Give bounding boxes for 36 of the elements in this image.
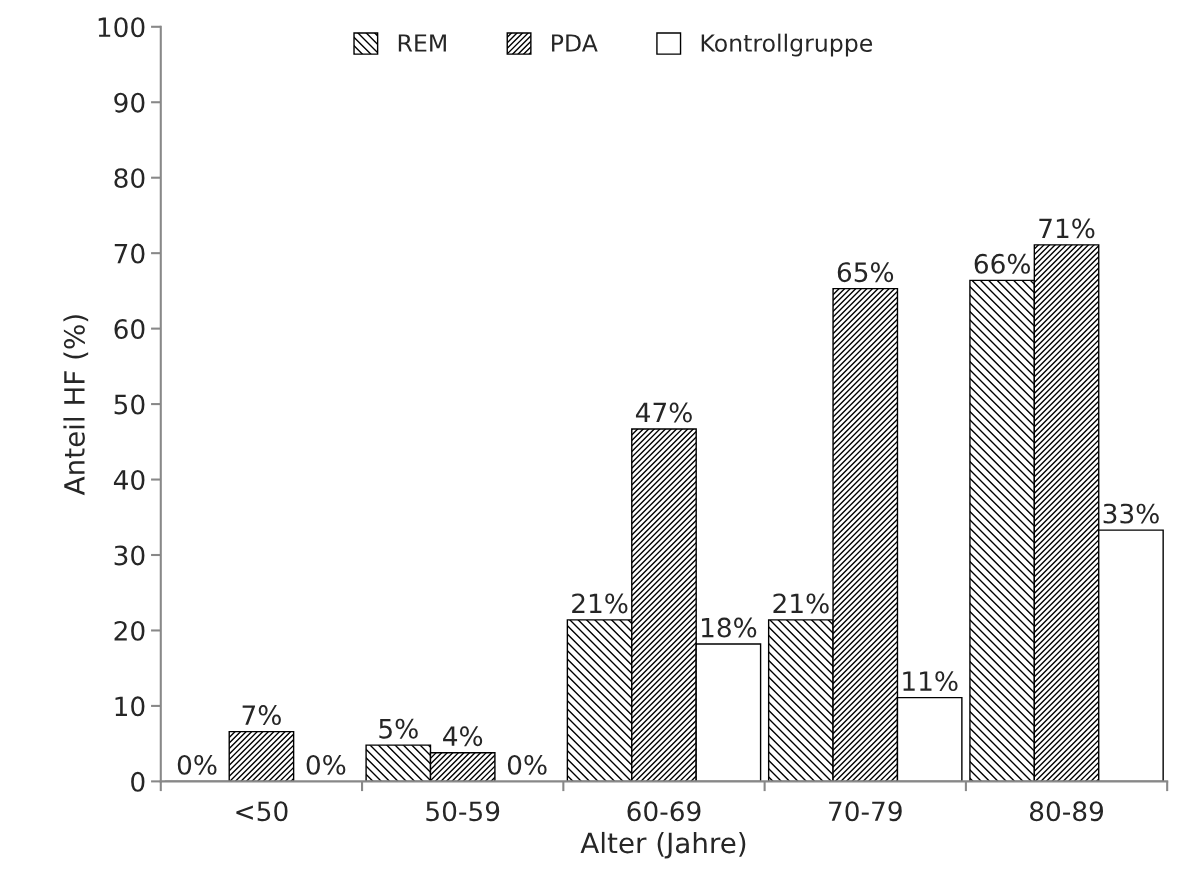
data-label: 7% [242, 705, 281, 726]
data-label: 65% [837, 262, 894, 283]
legend-label: PDA [552, 34, 598, 52]
x-tick-label: 50-59 [426, 801, 500, 822]
data-label: 21% [773, 593, 829, 614]
data-label: 66% [974, 253, 1030, 274]
y-tick-label: 60 [114, 319, 145, 340]
y-tick-label: 40 [113, 469, 145, 490]
legend-label: REM [398, 34, 446, 52]
y-tick-label: 100 [98, 17, 145, 38]
data-label: 11% [903, 671, 958, 692]
x-tick-label: 70-79 [829, 801, 902, 822]
data-label: 4% [443, 726, 483, 747]
y-tick-label: 30 [114, 545, 145, 566]
y-tick-label: 50 [114, 394, 145, 415]
x-tick-label: 60-69 [627, 801, 701, 822]
data-label: 0% [177, 754, 217, 775]
y-tick-label: 90 [114, 92, 145, 113]
x-tick-label: 80-89 [1029, 801, 1104, 822]
data-label: 5% [379, 718, 418, 739]
y-tick-label: 20 [114, 620, 145, 641]
data-label: 33% [1103, 503, 1159, 524]
x-axis-title: Alter (Jahre) [580, 831, 746, 859]
y-tick-label: 0 [131, 771, 145, 792]
data-label: 0% [306, 754, 346, 775]
y-tick-label: 70 [114, 243, 145, 264]
data-label: 0% [507, 754, 547, 775]
legend-label: Kontrollgruppe [701, 33, 873, 57]
y-axis-title: Anteil HF (%) [63, 315, 89, 496]
data-label: 21% [572, 593, 628, 614]
data-label: 18% [701, 617, 757, 638]
y-tick-label: 80 [114, 168, 145, 189]
data-label: 71% [1039, 218, 1095, 239]
x-tick-label: <50 [236, 801, 288, 822]
y-tick-label: 10 [115, 696, 145, 717]
data-label: 47% [635, 402, 692, 423]
